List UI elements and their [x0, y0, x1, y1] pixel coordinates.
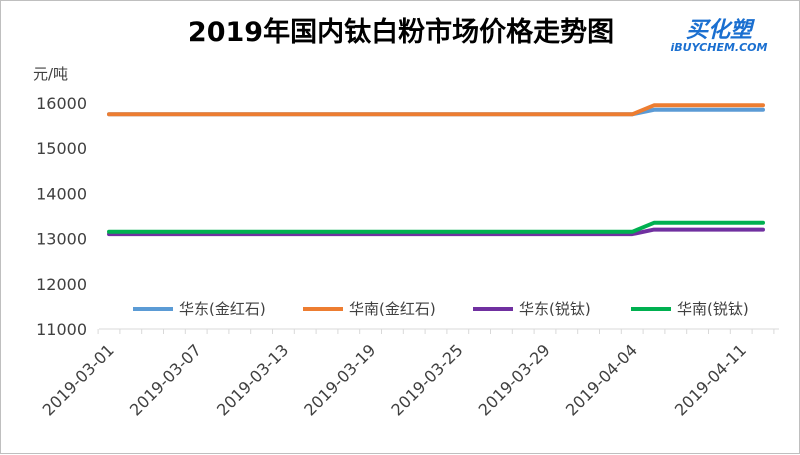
- series-line: [107, 227, 765, 237]
- y-tick-label: 11000: [36, 320, 87, 339]
- x-tick-label: 2019-04-04: [562, 340, 641, 419]
- legend: 华东(金红石) 华南(金红石) 华东(锐钛) 华南(锐钛): [133, 300, 749, 318]
- x-tick-label: 2019-03-29: [475, 340, 554, 419]
- logo-text-en: iBUYCHEM.COM: [671, 41, 768, 54]
- x-tick-label: 2019-03-13: [213, 340, 292, 419]
- y-tick-label: 16000: [36, 94, 87, 113]
- legend-label: 华东(锐钛): [519, 300, 591, 318]
- chart-title: 2019年国内钛白粉市场价格走势图: [188, 16, 614, 48]
- x-tick-label: 2019-03-25: [387, 340, 466, 419]
- x-axis-ticks: 2019-03-01 2019-03-07 2019-03-13 2019-03-19…: [39, 329, 775, 420]
- y-tick-label: 15000: [36, 139, 87, 158]
- x-tick-label: 2019-04-11: [671, 340, 750, 419]
- logo-text-cn: 买化塑: [686, 18, 755, 43]
- y-tick-label: 13000: [36, 230, 87, 249]
- y-tick-label: 12000: [36, 275, 87, 294]
- legend-label: 华南(金红石): [349, 300, 436, 318]
- x-tick-label: 2019-03-01: [39, 340, 118, 419]
- legend-label: 华南(锐钛): [677, 300, 749, 318]
- x-tick-label: 2019-03-07: [126, 340, 205, 419]
- series-lines: [107, 103, 765, 237]
- y-tick-label: 14000: [36, 184, 87, 203]
- series-line: [107, 103, 765, 117]
- legend-label: 华东(金红石): [179, 300, 266, 318]
- x-tick-label: 2019-03-19: [300, 340, 379, 419]
- logo: 买化塑 iBUYCHEM.COM: [671, 18, 768, 54]
- y-axis-unit: 元/吨: [33, 65, 68, 83]
- y-axis-ticks: 11000 12000 13000 14000 15000 16000: [36, 94, 87, 339]
- series-line: [107, 220, 765, 234]
